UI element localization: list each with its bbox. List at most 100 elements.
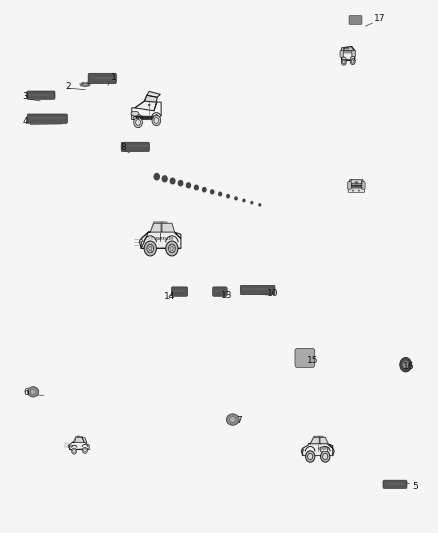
Circle shape <box>323 454 328 459</box>
Polygon shape <box>162 223 175 232</box>
Polygon shape <box>141 232 181 248</box>
Circle shape <box>235 197 237 200</box>
FancyBboxPatch shape <box>121 142 149 151</box>
Ellipse shape <box>346 47 349 49</box>
Circle shape <box>400 358 412 372</box>
Polygon shape <box>72 437 87 442</box>
Ellipse shape <box>69 445 73 447</box>
Circle shape <box>84 449 86 452</box>
Ellipse shape <box>131 111 139 116</box>
Circle shape <box>321 451 330 462</box>
FancyBboxPatch shape <box>171 287 187 296</box>
Polygon shape <box>148 222 175 232</box>
Circle shape <box>82 447 88 454</box>
Text: 8: 8 <box>121 143 127 152</box>
Polygon shape <box>147 92 160 97</box>
Ellipse shape <box>230 417 236 423</box>
Circle shape <box>178 181 183 186</box>
Circle shape <box>187 183 191 188</box>
Polygon shape <box>135 101 156 111</box>
Circle shape <box>203 188 206 192</box>
Polygon shape <box>349 180 364 191</box>
Polygon shape <box>350 180 363 185</box>
Polygon shape <box>327 443 333 448</box>
Polygon shape <box>80 82 85 86</box>
Polygon shape <box>140 117 151 118</box>
Circle shape <box>144 241 156 256</box>
Circle shape <box>162 176 167 182</box>
Circle shape <box>169 244 175 253</box>
Text: 3: 3 <box>22 92 28 101</box>
Text: 2: 2 <box>65 82 71 91</box>
Polygon shape <box>174 232 181 239</box>
Ellipse shape <box>301 449 304 451</box>
Circle shape <box>152 115 161 126</box>
Polygon shape <box>150 223 161 232</box>
Circle shape <box>358 190 360 191</box>
Circle shape <box>259 204 261 206</box>
Polygon shape <box>309 437 328 443</box>
FancyBboxPatch shape <box>212 287 227 296</box>
FancyBboxPatch shape <box>27 91 55 99</box>
Circle shape <box>341 59 346 65</box>
FancyBboxPatch shape <box>88 73 117 84</box>
Polygon shape <box>69 442 89 450</box>
Circle shape <box>166 241 178 256</box>
Polygon shape <box>139 232 148 248</box>
FancyBboxPatch shape <box>383 480 407 488</box>
Circle shape <box>170 247 173 250</box>
FancyBboxPatch shape <box>348 182 351 189</box>
Text: C H R Y S L E R: C H R Y S L E R <box>146 237 165 241</box>
Ellipse shape <box>226 414 239 425</box>
Polygon shape <box>310 437 319 443</box>
FancyBboxPatch shape <box>240 285 275 295</box>
Polygon shape <box>85 82 90 86</box>
Circle shape <box>211 190 214 194</box>
Circle shape <box>243 199 245 202</box>
Circle shape <box>71 448 77 454</box>
FancyBboxPatch shape <box>361 182 365 189</box>
Circle shape <box>154 118 159 123</box>
FancyBboxPatch shape <box>320 447 328 451</box>
Polygon shape <box>343 46 354 51</box>
FancyBboxPatch shape <box>352 50 356 56</box>
FancyBboxPatch shape <box>295 349 315 367</box>
Text: 6: 6 <box>24 389 30 398</box>
Ellipse shape <box>139 240 143 242</box>
Ellipse shape <box>355 182 358 183</box>
FancyBboxPatch shape <box>348 188 364 193</box>
Text: INTREPID: INTREPID <box>136 116 155 120</box>
Ellipse shape <box>30 389 36 394</box>
Text: CHRYSLER: CHRYSLER <box>155 237 174 241</box>
Text: INTREPID: INTREPID <box>318 447 330 451</box>
Text: 14: 14 <box>164 292 175 301</box>
Text: 16: 16 <box>403 362 414 372</box>
Text: 15: 15 <box>307 356 318 365</box>
FancyBboxPatch shape <box>27 114 67 123</box>
Circle shape <box>147 244 154 253</box>
Circle shape <box>251 201 253 204</box>
Circle shape <box>149 247 152 250</box>
Ellipse shape <box>77 436 79 437</box>
Text: 10: 10 <box>267 289 279 298</box>
Ellipse shape <box>28 386 39 397</box>
Circle shape <box>154 174 159 180</box>
Circle shape <box>306 451 315 462</box>
Circle shape <box>307 454 313 459</box>
Circle shape <box>134 117 142 128</box>
Ellipse shape <box>148 104 150 106</box>
Circle shape <box>352 190 353 191</box>
Circle shape <box>403 361 409 369</box>
Circle shape <box>73 449 75 453</box>
Text: intrepid: intrepid <box>351 183 362 187</box>
FancyBboxPatch shape <box>340 50 344 57</box>
Circle shape <box>136 119 141 125</box>
Polygon shape <box>82 437 87 442</box>
Polygon shape <box>145 95 157 102</box>
FancyBboxPatch shape <box>349 15 362 25</box>
Polygon shape <box>303 443 333 456</box>
Circle shape <box>170 178 175 184</box>
Text: 5: 5 <box>413 482 418 491</box>
Text: 4: 4 <box>22 117 28 126</box>
Polygon shape <box>75 437 84 442</box>
